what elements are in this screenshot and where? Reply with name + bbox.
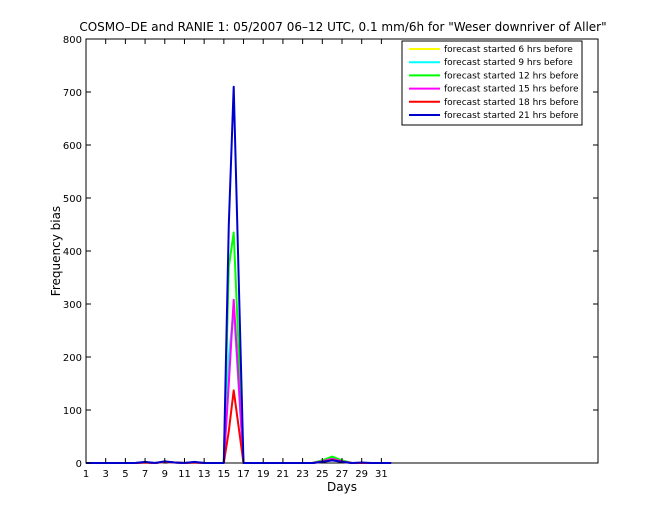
y-tick-label: 500 — [63, 194, 82, 205]
x-tick-label: 1 — [83, 469, 89, 480]
x-tick-label: 27 — [336, 469, 349, 480]
y-tick-label: 700 — [63, 88, 82, 99]
y-tick-label: 400 — [63, 247, 82, 258]
x-tick-label: 7 — [142, 469, 148, 480]
x-tick-label: 5 — [122, 469, 128, 480]
ticks-layer: 1 3 5 7 9 11 13 15 17 19 21 23 25 27 29 310100200300400… — [63, 35, 598, 480]
legend-label: forecast started 15 hrs before — [444, 85, 579, 95]
chart-title: COSMO–DE and RANIE 1: 05/2007 06–12 UTC,… — [79, 20, 606, 34]
x-tick-label: 19 — [257, 469, 270, 480]
legend-label: forecast started 12 hrs before — [444, 71, 579, 81]
x-tick-label: 3 — [103, 469, 109, 480]
series-line-6 — [86, 85, 392, 464]
y-tick-label: 0 — [76, 459, 82, 470]
x-tick-label: 15 — [217, 469, 230, 480]
legend-label: forecast started 9 hrs before — [444, 58, 573, 68]
y-tick-label: 100 — [63, 406, 82, 417]
series-layer — [86, 85, 392, 464]
y-tick-label: 300 — [63, 300, 82, 311]
x-tick-label: 17 — [237, 469, 250, 480]
y-axis-label: Frequency bias — [49, 206, 63, 296]
x-tick-label: 9 — [162, 469, 168, 480]
legend: forecast started 6 hrs before forecast st… — [401, 40, 583, 126]
legend-label: forecast started 21 hrs before — [444, 111, 579, 121]
x-tick-label: 23 — [296, 469, 309, 480]
y-tick-label: 800 — [63, 35, 82, 46]
y-tick-label: 600 — [63, 141, 82, 152]
x-axis-label: Days — [327, 480, 357, 494]
legend-label: forecast started 6 hrs before — [444, 45, 573, 55]
x-tick-label: 11 — [178, 469, 191, 480]
legend-box — [401, 40, 583, 126]
x-tick-label: 13 — [198, 469, 211, 480]
x-tick-label: 25 — [316, 469, 329, 480]
x-tick-label: 21 — [277, 469, 290, 480]
y-tick-label: 200 — [63, 353, 82, 364]
legend-label: forecast started 18 hrs before — [444, 98, 579, 108]
x-tick-label: 29 — [355, 469, 368, 480]
x-tick-label: 31 — [375, 469, 388, 480]
